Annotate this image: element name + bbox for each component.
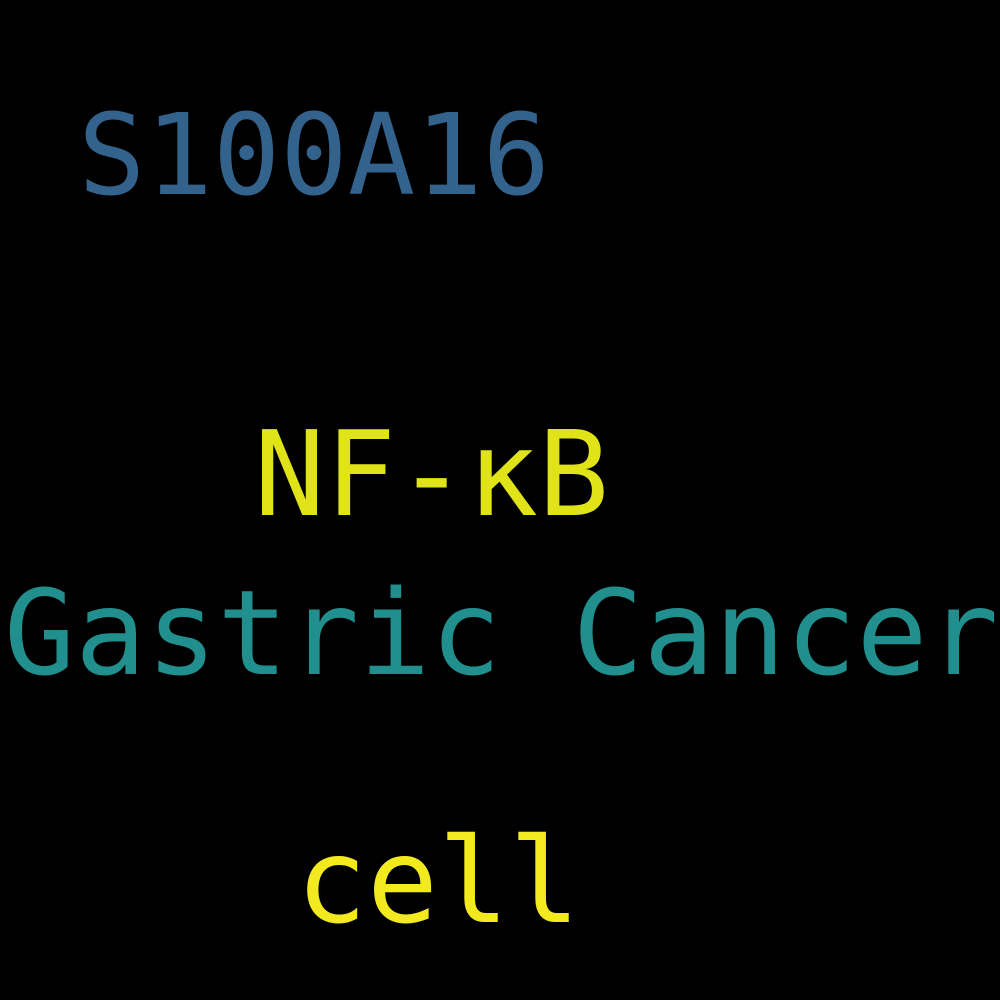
word-s100a16: S100A16 bbox=[78, 91, 551, 221]
word-cell: cell bbox=[296, 812, 581, 950]
word-gastric-cancer: Gastric Cancer bbox=[4, 564, 999, 702]
word-nf-kb: NF-κB bbox=[254, 405, 610, 543]
